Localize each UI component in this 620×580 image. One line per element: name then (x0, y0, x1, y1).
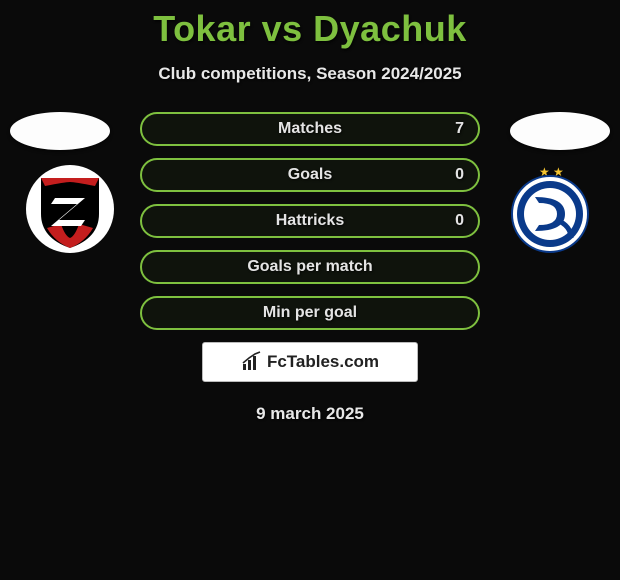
club-badge-right: ★ ★ (505, 164, 595, 254)
stat-label: Min per goal (263, 304, 357, 322)
stat-value-right: 0 (455, 212, 464, 230)
stat-row-hattricks: Hattricks 0 (140, 204, 480, 238)
stat-label: Goals per match (247, 258, 372, 276)
brand-box[interactable]: FcTables.com (202, 342, 418, 382)
club-badge-left (25, 164, 115, 254)
stat-row-goals-per-match: Goals per match (140, 250, 480, 284)
player-marker-right (510, 112, 610, 150)
dynamo-crest-icon: ★ ★ (505, 164, 595, 254)
zorya-crest-icon (25, 164, 115, 254)
stat-label: Matches (278, 120, 342, 138)
stat-row-goals: Goals 0 (140, 158, 480, 192)
comparison-content: ★ ★ Matches 7 Goals 0 Hattricks 0 Goals … (0, 112, 620, 424)
brand-text: FcTables.com (267, 352, 379, 372)
subtitle: Club competitions, Season 2024/2025 (0, 64, 620, 84)
bar-chart-icon (241, 351, 263, 373)
stat-value-right: 7 (455, 120, 464, 138)
page-title: Tokar vs Dyachuk (0, 0, 620, 50)
stat-row-matches: Matches 7 (140, 112, 480, 146)
date-line: 9 march 2025 (0, 404, 620, 424)
stat-rows: Matches 7 Goals 0 Hattricks 0 Goals per … (140, 112, 480, 330)
stat-row-min-per-goal: Min per goal (140, 296, 480, 330)
player-marker-left (10, 112, 110, 150)
stat-label: Goals (288, 166, 332, 184)
stat-value-right: 0 (455, 166, 464, 184)
stat-label: Hattricks (276, 212, 344, 230)
